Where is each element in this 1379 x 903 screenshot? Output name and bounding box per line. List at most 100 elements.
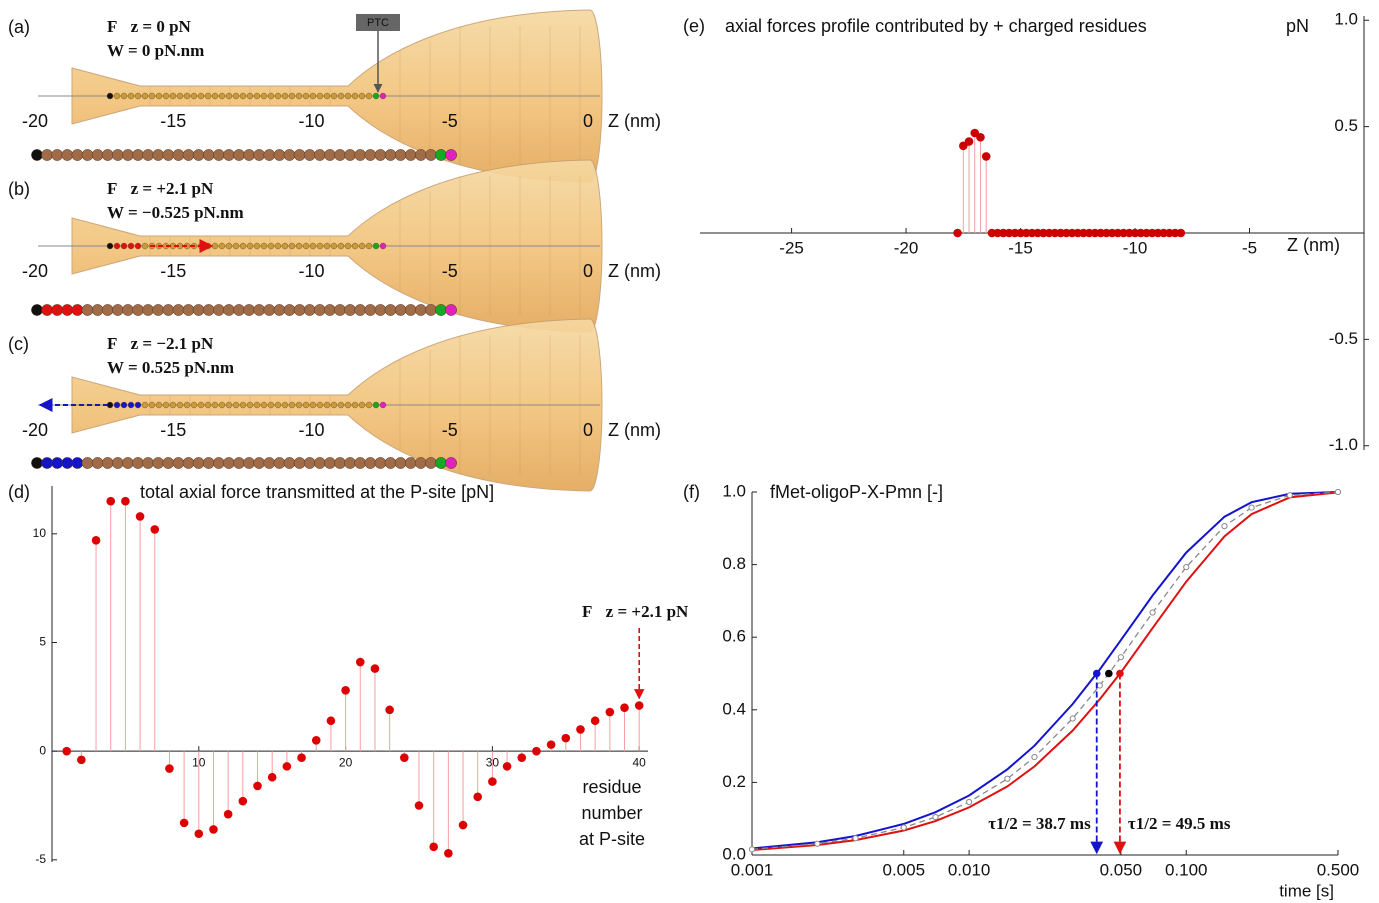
stem-dot <box>976 132 985 142</box>
residue-bead <box>41 457 53 469</box>
z-tick-label: -20 <box>22 420 48 440</box>
residue-bead <box>176 92 184 100</box>
residue-bead <box>445 457 457 469</box>
z-tick-label: -5 <box>442 420 458 440</box>
stem-dot <box>62 746 71 756</box>
residue-bead <box>404 457 417 469</box>
residue-bead <box>81 149 94 161</box>
x-axis-label: residue <box>582 777 641 797</box>
residue-bead <box>211 92 219 100</box>
residue-bead <box>309 242 317 250</box>
annotation: F⃗z = +2.1 pN <box>582 602 689 621</box>
residue-bead <box>233 457 245 469</box>
residue-bead <box>122 149 134 161</box>
series-line <box>751 491 1339 850</box>
residue-bead <box>351 92 359 100</box>
residue-bead <box>155 92 163 100</box>
residue-bead <box>223 304 235 316</box>
residue-bead <box>246 401 254 409</box>
series-marker <box>1096 682 1103 689</box>
residue-bead <box>182 304 195 316</box>
y-tick-label: 1.0 <box>1334 10 1358 29</box>
residue-bead <box>190 92 198 100</box>
residue-bead <box>267 242 275 250</box>
residue-bead <box>183 401 191 409</box>
series-marker <box>814 840 821 847</box>
y-tick-label: 10 <box>33 526 47 540</box>
stem-dot <box>488 777 497 786</box>
residue-bead <box>274 92 282 100</box>
series-marker <box>1069 715 1076 722</box>
residue-bead <box>212 149 225 161</box>
residue-bead <box>253 92 261 100</box>
residue-bead <box>192 149 205 161</box>
residue-bead <box>111 457 124 469</box>
residue-bead <box>274 401 282 409</box>
residue-bead <box>172 304 185 316</box>
residue-bead <box>273 149 286 161</box>
residue-bead <box>81 304 94 316</box>
residue-bead <box>71 149 84 161</box>
stem-dot <box>546 740 556 749</box>
residue-bead <box>233 304 245 316</box>
z-tick-label: -5 <box>442 111 458 131</box>
z-tick-label: 0 <box>583 420 593 440</box>
residue-bead <box>127 92 135 100</box>
residue-bead <box>142 457 154 469</box>
residue-bead <box>202 149 215 161</box>
panel-label: (f) <box>683 482 700 502</box>
residue-bead <box>288 401 296 409</box>
residue-bead <box>316 92 324 100</box>
panel-label: (d) <box>8 482 30 502</box>
residue-bead <box>141 242 149 250</box>
residue-bead <box>113 242 121 250</box>
residue-bead <box>379 92 387 100</box>
residue-bead <box>232 92 240 100</box>
series-marker <box>1334 488 1342 496</box>
residue-bead <box>374 149 387 161</box>
residue-bead <box>260 401 268 409</box>
chart-title: fMet-oligoP-X-Pmn [-] <box>770 482 943 502</box>
residue-bead <box>313 304 326 316</box>
work-label: W = 0 pN.nm <box>107 41 204 60</box>
series-marker <box>1221 523 1228 530</box>
residue-bead <box>218 92 226 100</box>
x-axis-label: at P-site <box>579 829 645 849</box>
residue-bead <box>330 92 338 100</box>
residue-bead <box>120 401 128 409</box>
residue-bead <box>344 304 356 316</box>
residue-bead <box>225 92 233 100</box>
y-axis-label: pN <box>1286 16 1309 36</box>
stem-dot <box>590 716 600 726</box>
stem-dot <box>267 772 277 782</box>
residue-bead <box>155 401 163 409</box>
stem-dot <box>953 228 962 238</box>
x-tick-label: -25 <box>779 238 804 257</box>
stem-dot <box>297 753 306 762</box>
z-axis-label: Z (nm) <box>608 261 661 281</box>
residue-bead <box>106 92 114 100</box>
stem-dot <box>964 137 974 146</box>
y-tick-label: 0.2 <box>722 772 746 791</box>
residue-bead <box>152 457 165 469</box>
stem-dot <box>253 781 262 791</box>
residue-bead <box>141 401 149 409</box>
force-label: F⃗z = 0 pN <box>107 17 192 36</box>
residue-bead <box>101 457 114 469</box>
residue-bead <box>354 304 367 316</box>
residue-bead <box>132 304 144 316</box>
series-marker <box>1248 504 1255 511</box>
residue-bead <box>106 242 114 250</box>
residue-bead <box>323 401 331 409</box>
stem-dot <box>326 716 336 726</box>
stem-dot <box>223 809 233 819</box>
residue-bead <box>425 149 437 161</box>
residue-bead <box>152 149 165 161</box>
residue-bead <box>288 92 296 100</box>
residue-bead <box>31 304 43 316</box>
residue-bead <box>202 304 215 316</box>
residue-bead <box>309 401 317 409</box>
residue-bead <box>273 304 286 316</box>
residue-bead <box>218 242 226 250</box>
residue-bead <box>288 242 296 250</box>
